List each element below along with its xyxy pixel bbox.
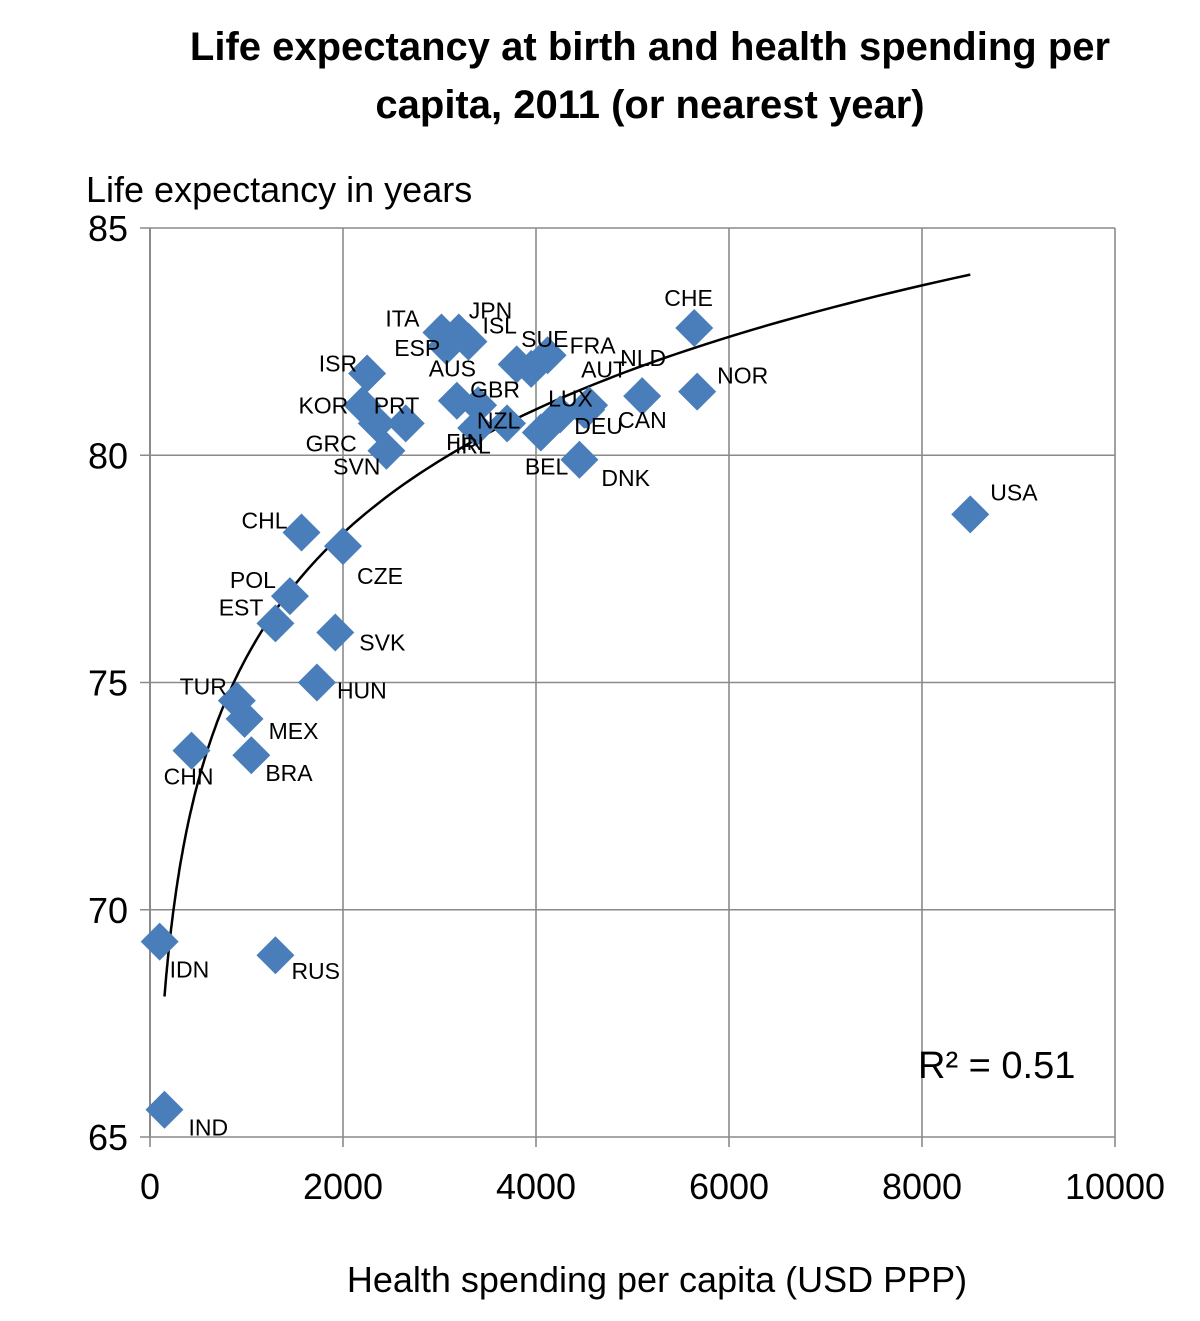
- point-label: SUE: [521, 326, 568, 352]
- data-point: [386, 404, 425, 443]
- data-point: [232, 736, 271, 775]
- data-point: [172, 731, 211, 770]
- point-label: MEX: [269, 718, 319, 744]
- data-point: [256, 604, 295, 643]
- y-tick-label: 80: [88, 435, 128, 476]
- point-label: AUT: [581, 356, 627, 382]
- point-label: ITA: [385, 306, 420, 332]
- point-label: CZE: [357, 563, 403, 589]
- x-tick-label: 2000: [303, 1166, 383, 1207]
- data-point: [951, 495, 990, 534]
- point-label: AUS: [429, 355, 476, 381]
- data-point: [497, 345, 536, 384]
- point-label: BEL: [525, 454, 569, 480]
- data-point: [541, 395, 580, 434]
- data-point: [145, 1090, 184, 1129]
- point-label: FRA: [570, 332, 617, 358]
- point-label: LUX: [548, 385, 593, 411]
- data-points: [140, 308, 990, 1129]
- data-point: [324, 527, 362, 566]
- point-label: CAN: [618, 407, 667, 433]
- point-label: NZL: [477, 408, 521, 434]
- data-point: [437, 381, 476, 420]
- point-label: DEU: [574, 413, 623, 439]
- data-point: [297, 663, 336, 702]
- point-label: CHN: [164, 764, 214, 790]
- x-axis-title: Health spending per capita (USD PPP): [347, 1259, 967, 1300]
- data-point: [367, 431, 406, 470]
- data-point: [427, 327, 466, 366]
- y-tick-label: 75: [88, 663, 128, 704]
- point-label: BRA: [265, 760, 313, 786]
- data-point: [316, 613, 355, 652]
- data-point: [560, 440, 599, 479]
- chart-title: Life expectancy at birth and health spen…: [60, 18, 1200, 134]
- data-point: [675, 308, 714, 347]
- data-point: [225, 699, 264, 738]
- data-point: [348, 354, 387, 393]
- point-label: IND: [188, 1115, 228, 1141]
- y-axis-title: Life expectancy in years: [86, 169, 472, 210]
- x-tick-label: 10000: [1065, 1166, 1165, 1207]
- y-tick-label: 70: [88, 890, 128, 931]
- point-label: SVK: [359, 630, 406, 656]
- data-point: [678, 372, 717, 411]
- x-tick-label: 0: [140, 1166, 160, 1207]
- point-label: GRC: [306, 430, 357, 456]
- x-tick-label: 6000: [689, 1166, 769, 1207]
- chart-title-line-1: Life expectancy at birth and health spen…: [189, 25, 1111, 69]
- point-label: NLD: [620, 345, 666, 371]
- chart-title-line-2: capita, 2011 (or nearest year): [375, 83, 925, 127]
- data-point: [565, 390, 604, 429]
- point-label: KOR: [298, 392, 348, 418]
- point-label: ISR: [319, 350, 357, 376]
- data-point: [623, 377, 662, 416]
- point-label: FIN: [446, 429, 483, 455]
- point-label: RUS: [291, 958, 340, 984]
- data-point: [270, 577, 309, 616]
- data-point: [488, 404, 527, 443]
- y-tick-label: 65: [88, 1117, 128, 1158]
- point-label: SVN: [333, 454, 380, 480]
- point-label: IRL: [455, 432, 491, 458]
- tick-labels: 0 2000 4000 6000 8000 10000 65 70 75 80 85: [88, 208, 1165, 1207]
- point-label: USA: [990, 479, 1038, 505]
- point-label: HUN: [337, 678, 387, 704]
- data-point: [457, 408, 496, 447]
- data-point: [256, 936, 295, 975]
- trendline: [163, 273, 971, 997]
- point-label: ISL: [482, 313, 517, 339]
- point-label: CHL: [241, 508, 287, 534]
- point-label: DNK: [601, 465, 650, 491]
- point-label: CHE: [664, 285, 713, 311]
- point-label: TUR: [180, 674, 227, 700]
- point-label: JPN: [469, 298, 512, 324]
- r-squared-label: R² = 0.51: [918, 1045, 1075, 1087]
- point-label: GBR: [470, 376, 520, 402]
- point-label: IDN: [170, 957, 210, 983]
- point-label: NOR: [717, 363, 768, 389]
- point-label: POL: [230, 567, 276, 593]
- x-tick-label: 4000: [496, 1166, 576, 1207]
- point-label: EST: [219, 594, 264, 620]
- grid-lines: [140, 227, 1116, 1147]
- point-label: PRT: [374, 392, 420, 418]
- data-point: [140, 922, 179, 961]
- data-point: [282, 513, 321, 552]
- trendline-group: [163, 273, 971, 997]
- x-tick-label: 8000: [882, 1166, 962, 1207]
- y-tick-label: 85: [88, 208, 128, 249]
- point-label: ESP: [394, 335, 440, 361]
